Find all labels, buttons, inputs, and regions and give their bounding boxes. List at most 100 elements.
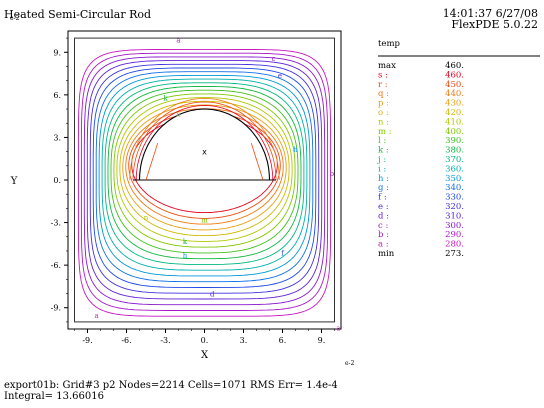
contour-line (129, 97, 280, 181)
contour-label: k (183, 238, 188, 246)
legend-level-value: 430. (445, 99, 464, 109)
legend-level-value: 280. (445, 240, 464, 250)
legend-level-label: s : (378, 70, 388, 80)
contour-label: a (176, 37, 180, 45)
x-tick-label: 6. (279, 336, 287, 345)
contour-label: k (163, 95, 168, 103)
contour-label: b (330, 170, 335, 178)
contour-line (86, 60, 323, 300)
y-tick-label: -3. (51, 219, 61, 228)
x-tick-label: -3. (160, 336, 170, 345)
contour-line (125, 108, 284, 225)
footer-integral: Integral= 13.66016 (4, 391, 104, 402)
contour-line (145, 142, 159, 181)
rod-outline (138, 108, 271, 181)
y-tick-label: -6. (51, 261, 61, 270)
legend-level-value: 350. (445, 174, 464, 184)
contour-label: a (95, 312, 99, 320)
contour-line (80, 52, 329, 311)
domain-boundary (74, 37, 335, 323)
x-tick-label: 0. (201, 336, 209, 345)
contour-line (95, 71, 314, 283)
contour-line (92, 67, 317, 288)
legend-level-label: a : (378, 240, 389, 250)
contour-label: h (293, 146, 298, 154)
contour-line (107, 86, 302, 260)
legend-min-label: min (378, 249, 395, 259)
legend-level-value: 300. (445, 221, 464, 231)
legend-level-label: g : (378, 183, 389, 193)
y-tick-label: 0. (53, 176, 61, 185)
chart-title: Heated Semi-Circular Rod (4, 8, 152, 21)
contour-line (132, 101, 277, 181)
legend-level-label: k : (378, 146, 389, 156)
legend-level-label: o : (378, 108, 389, 118)
contour-label: n (176, 110, 181, 118)
x-axis-label: X (201, 350, 209, 361)
legend-level-value: 440. (445, 89, 464, 99)
legend-level-label: r : (378, 80, 388, 90)
contour-line (113, 93, 296, 248)
contour-line (77, 48, 332, 317)
legend-level-value: 390. (445, 136, 464, 146)
contour-line (250, 142, 264, 181)
legend-level-label: c : (378, 221, 388, 231)
legend-level-label: b : (378, 230, 389, 240)
x-tick-label: 9. (318, 336, 326, 345)
legend-level-label: h : (378, 174, 389, 184)
contour-label: n (144, 214, 149, 222)
footer-stats: export01b: Grid#3 p2 Nodes=2214 Cells=10… (4, 380, 338, 391)
legend-level-label: l : (378, 136, 386, 146)
legend-level-value: 310. (445, 211, 464, 221)
legend-max-value: 460. (445, 61, 464, 71)
legend-level-value: 460. (445, 70, 464, 80)
y-axis-exponent: e-2 (10, 15, 20, 22)
legend-level-value: 290. (445, 230, 464, 240)
contour-label: h (183, 252, 188, 260)
timestamp: 14:01:37 6/27/08 (442, 7, 538, 20)
legend-level-label: m : (378, 127, 392, 137)
legend-level-label: i : (378, 164, 386, 174)
x-axis-exponent: e-2 (345, 360, 355, 367)
contour-line (83, 56, 326, 306)
contour-line (116, 97, 293, 242)
legend-level-label: n : (378, 117, 389, 127)
x-tick-label: 3. (240, 336, 248, 345)
contour-line (110, 89, 299, 254)
legend-title: temp (378, 39, 401, 49)
legend-level-value: 320. (445, 202, 464, 212)
contour-label: f (281, 249, 285, 257)
contour-label: e (278, 72, 282, 80)
contour-line (98, 74, 311, 277)
y-tick-label: 3. (53, 133, 61, 142)
legend-min-value: 273. (445, 249, 464, 259)
contour-label: d (210, 291, 215, 299)
legend-level-value: 330. (445, 193, 464, 203)
contour-label: a (336, 325, 340, 333)
legend-level-value: 380. (445, 146, 464, 156)
rod-shape-group: x (133, 108, 276, 181)
y-tick-label: 6. (53, 91, 61, 100)
legend-level-value: 370. (445, 155, 464, 165)
contour-line (128, 111, 281, 219)
contour-label: c (271, 55, 275, 63)
legend-level-label: q : (378, 89, 389, 99)
contour-line (135, 105, 274, 181)
x-tick-label: -6. (121, 336, 131, 345)
legend-level-value: 450. (445, 80, 464, 90)
y-axis-label: Y (10, 176, 18, 187)
contour-line (104, 82, 305, 265)
legend-level-value: 360. (445, 164, 464, 174)
timestamp-block: 14:01:37 6/27/08 FlexPDE 5.0.22 (443, 8, 538, 30)
software-version: FlexPDE 5.0.22 (451, 18, 538, 31)
legend-level-label: j : (377, 155, 386, 165)
y-tick-label: 9. (53, 48, 61, 57)
axes-group: -9. -6. -3. 0. 3. 6. 9. 9. 6. 3. 0. -3. -6. -9. X Ye-2 e… (10, 15, 355, 367)
legend-level-label: d : (378, 211, 389, 221)
legend: temp max 460. s : 460. r : 450. q : 440. p : 430. o… (377, 39, 540, 259)
legend-level-label: f : (378, 193, 387, 203)
legend-level-value: 340. (445, 183, 464, 193)
legend-level-label: e : (378, 202, 389, 212)
